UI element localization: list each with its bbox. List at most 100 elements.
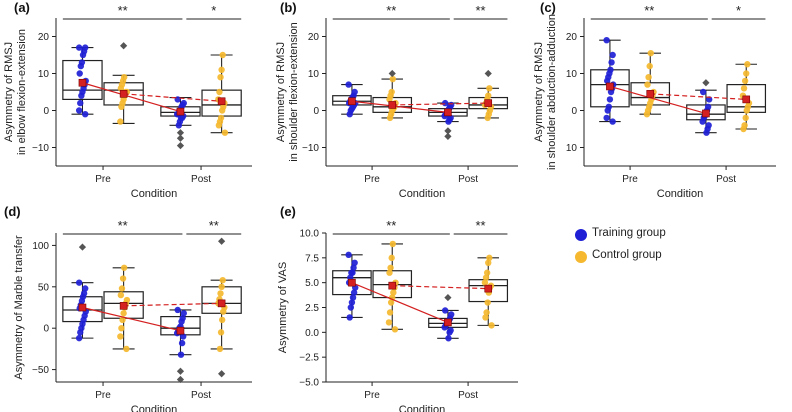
data-point [77, 62, 85, 70]
legend-marker-training [575, 229, 587, 241]
data-point [699, 118, 706, 125]
data-point [120, 310, 127, 317]
data-point [386, 96, 393, 103]
significance-label: ** [644, 3, 654, 18]
mean-marker [78, 78, 87, 87]
y-axis-label: Asymmetry of RMSJ [3, 42, 15, 142]
x-tick-label: Post [191, 390, 211, 401]
mean-line-training [351, 100, 448, 113]
data-point [646, 62, 653, 70]
mean-line-control [650, 93, 747, 100]
x-axis-label: Condition [399, 188, 445, 200]
box-control-pre [103, 42, 144, 125]
significance-label: ** [475, 3, 485, 18]
mean-marker [348, 278, 356, 287]
data-point [647, 49, 654, 57]
x-tick-label: Pre [95, 390, 111, 401]
data-point [604, 107, 611, 114]
panel-2: (b) −10 0 10 20 Pre Post Condition Asymmetry of … [275, 0, 518, 200]
outlier-point [218, 237, 226, 245]
mean-line-control [123, 93, 222, 102]
mean-marker [388, 281, 397, 290]
data-point [486, 85, 493, 92]
data-point [118, 103, 125, 111]
y-tick-label: 0 [43, 106, 49, 117]
data-point [177, 351, 185, 358]
mean-marker [119, 90, 128, 98]
data-point [347, 304, 355, 311]
mean-line-control [392, 102, 489, 106]
y-axis-label: in shoulder flexion-extension [288, 22, 300, 161]
y-tick-label: −10 [302, 143, 319, 154]
x-tick-label: Pre [95, 174, 111, 185]
data-point [219, 276, 226, 284]
data-point [175, 122, 183, 129]
mean-line-control [123, 302, 222, 307]
data-point [119, 275, 127, 282]
box-training-pre [62, 243, 103, 342]
data-point [349, 294, 357, 301]
mean-marker [444, 108, 452, 117]
legend: Training group Control group [575, 225, 775, 275]
data-point [180, 310, 187, 317]
data-point [119, 316, 126, 324]
x-tick-label: Post [191, 174, 211, 185]
data-point [180, 333, 187, 340]
box-training-post [160, 96, 201, 150]
x-tick-label: Pre [364, 174, 380, 185]
data-point [75, 107, 83, 114]
significance-label: * [211, 3, 216, 18]
outlier-point [176, 367, 185, 375]
data-point [441, 307, 449, 314]
outlier-point [78, 243, 87, 251]
data-point [485, 259, 492, 266]
panel-letter: (e) [280, 204, 296, 219]
y-tick-label: 10 [566, 69, 578, 80]
data-point [609, 118, 616, 125]
mean-line-training [82, 82, 181, 113]
data-point [388, 254, 395, 262]
panel-3: (c) 10 0 10 20 Pre Post Condition Asymmetry of R… [533, 0, 776, 200]
mean-marker [388, 101, 397, 109]
box-training-post [686, 79, 726, 136]
data-point [174, 306, 181, 314]
data-point [387, 299, 395, 306]
data-point [351, 259, 358, 266]
mean-line-training [351, 282, 449, 323]
outlier-point [120, 42, 128, 50]
data-point [385, 319, 393, 326]
y-tick-label: −10 [32, 143, 49, 154]
box-control-post [726, 61, 767, 133]
data-point [178, 318, 185, 325]
data-point [78, 92, 85, 99]
x-tick-label: Pre [622, 174, 638, 185]
y-tick-label: 0 [571, 106, 577, 117]
mean-marker [78, 303, 87, 312]
data-point [484, 299, 491, 306]
data-point [643, 111, 651, 118]
outlier-point [702, 79, 710, 87]
data-point [386, 114, 394, 122]
data-point [174, 96, 181, 103]
data-point [740, 125, 747, 133]
x-tick-label: Post [458, 390, 478, 401]
legend-label-training: Training group [592, 227, 666, 239]
data-point [221, 129, 229, 136]
data-point [350, 264, 357, 271]
data-point [215, 122, 223, 129]
x-tick-label: Post [716, 174, 736, 185]
data-point [123, 345, 130, 353]
data-point [218, 107, 226, 114]
data-point [82, 285, 89, 292]
y-tick-label: −2.5 [299, 353, 319, 364]
data-point [117, 85, 125, 92]
data-point [482, 274, 490, 281]
mean-line-training [82, 306, 181, 332]
data-point [345, 251, 352, 259]
panel-letter: (a) [14, 0, 30, 15]
y-tick-label: −50 [32, 365, 49, 376]
data-point [216, 88, 223, 96]
panel-1: (a) −10 0 10 20 Pre Post Condition Asymmetry of … [3, 0, 252, 200]
mean-marker [484, 99, 493, 107]
